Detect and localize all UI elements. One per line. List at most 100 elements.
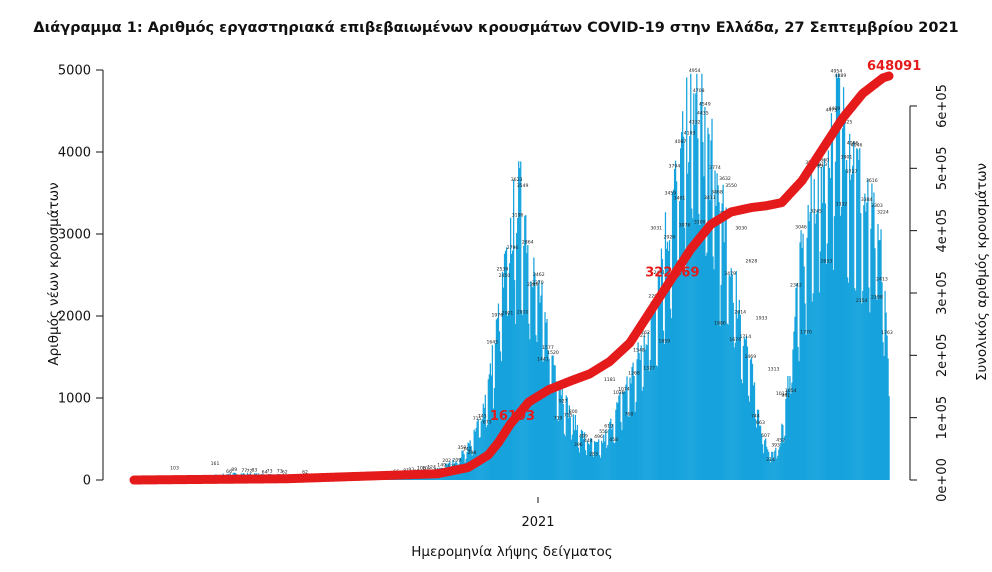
daily-bar (574, 415, 577, 480)
daily-bar (764, 440, 766, 480)
daily-bar (790, 393, 792, 480)
daily-bar (694, 124, 696, 480)
daily-bar (583, 432, 586, 480)
daily-bar (763, 453, 765, 480)
daily-bar (490, 375, 493, 480)
bar-value-label: 452 (776, 437, 785, 443)
daily-bar (863, 205, 865, 481)
daily-bar (788, 389, 790, 480)
y-tick-label: 2000 (58, 310, 91, 325)
daily-bar (491, 345, 494, 480)
daily-bar (513, 179, 515, 480)
daily-bar (711, 118, 713, 480)
daily-bar (545, 322, 547, 480)
daily-bar (696, 73, 698, 481)
daily-bar (613, 442, 615, 480)
bar-value-label: 3196 (512, 212, 524, 218)
bar-value-label: 4332 (689, 119, 701, 125)
daily-bar (524, 215, 526, 480)
daily-bar (851, 174, 853, 480)
daily-bar (578, 452, 581, 480)
bar-value-label: 3245 (810, 208, 822, 214)
peak-value-label: 1181 (604, 377, 616, 383)
daily-bar (567, 418, 569, 480)
daily-bar (879, 240, 881, 480)
bar-value-label: 1714 (739, 334, 751, 340)
peak-value-label: 1013 (776, 391, 788, 397)
daily-bar (527, 245, 529, 480)
daily-bar (566, 397, 568, 480)
daily-bar (665, 248, 668, 480)
daily-bar (878, 240, 880, 480)
daily-bar (543, 359, 545, 480)
daily-bar (563, 433, 565, 480)
daily-bar (622, 391, 624, 480)
bar-value-label: 927 (559, 399, 568, 405)
daily-bar (593, 441, 596, 480)
daily-bar (811, 301, 813, 480)
daily-bar (522, 315, 524, 480)
daily-bar (773, 458, 775, 480)
bar-value-label: 663 (756, 420, 765, 426)
daily-bar (666, 241, 669, 480)
daily-bar (695, 93, 697, 481)
daily-bar (684, 227, 686, 480)
daily-bar (737, 311, 739, 480)
daily-bar (525, 215, 527, 480)
daily-bar (554, 365, 556, 480)
daily-bar (794, 316, 796, 480)
daily-bar (770, 462, 772, 480)
bar-value-label: 4549 (699, 102, 711, 108)
cumulative-line (129, 71, 894, 485)
bar-value-label: 3794 (669, 163, 681, 169)
daily-bar (683, 136, 685, 481)
daily-bar (596, 441, 598, 480)
y2-tick-label: 4e+05 (935, 209, 950, 253)
peak-value-label: 2450 (499, 273, 511, 279)
bar-value-label: 768 (625, 412, 634, 418)
daily-bar (718, 202, 720, 481)
bar-value-label: 62 (302, 469, 308, 475)
daily-bar (816, 210, 818, 480)
bar-value-label: 555 (599, 429, 608, 435)
daily-bar (644, 349, 646, 480)
daily-bar (595, 442, 597, 480)
left-y-axis: 0 1000 2000 3000 4000 5000 (58, 64, 104, 489)
bar-value-label: 1441 (537, 356, 549, 362)
daily-bar (552, 355, 554, 480)
daily-bar (474, 431, 476, 480)
daily-bar (643, 335, 645, 480)
daily-bar (632, 362, 634, 480)
daily-bar (494, 343, 497, 480)
daily-bar (572, 414, 574, 480)
daily-bar (761, 444, 764, 480)
bar-value-label: 396 (574, 442, 583, 448)
y-tick-label: 3000 (58, 228, 91, 243)
daily-bar (749, 359, 752, 480)
daily-bar (620, 422, 622, 480)
daily-bar (529, 339, 531, 480)
daily-bar (857, 149, 859, 480)
bar-value-label: 3109 (694, 220, 706, 226)
bar-value-label: 62 (282, 469, 288, 475)
daily-bar (685, 269, 687, 480)
daily-bar (713, 269, 715, 480)
daily-bar (663, 344, 666, 480)
daily-bar (629, 377, 631, 480)
daily-bar (789, 376, 791, 480)
daily-bar (767, 449, 769, 480)
peak-value-label: 2462 (533, 272, 545, 278)
daily-bar (725, 207, 727, 480)
bar-value-label: 3727 (846, 169, 858, 175)
daily-bar (751, 363, 754, 480)
daily-bar (493, 387, 496, 480)
daily-bar (866, 202, 868, 481)
daily-bar (676, 260, 679, 480)
daily-bar (559, 387, 561, 480)
daily-bar (735, 271, 737, 480)
daily-bar (679, 201, 681, 480)
daily-bar (565, 395, 567, 480)
daily-bar (786, 389, 788, 480)
daily-bar (808, 221, 810, 480)
daily-bar (697, 138, 699, 480)
